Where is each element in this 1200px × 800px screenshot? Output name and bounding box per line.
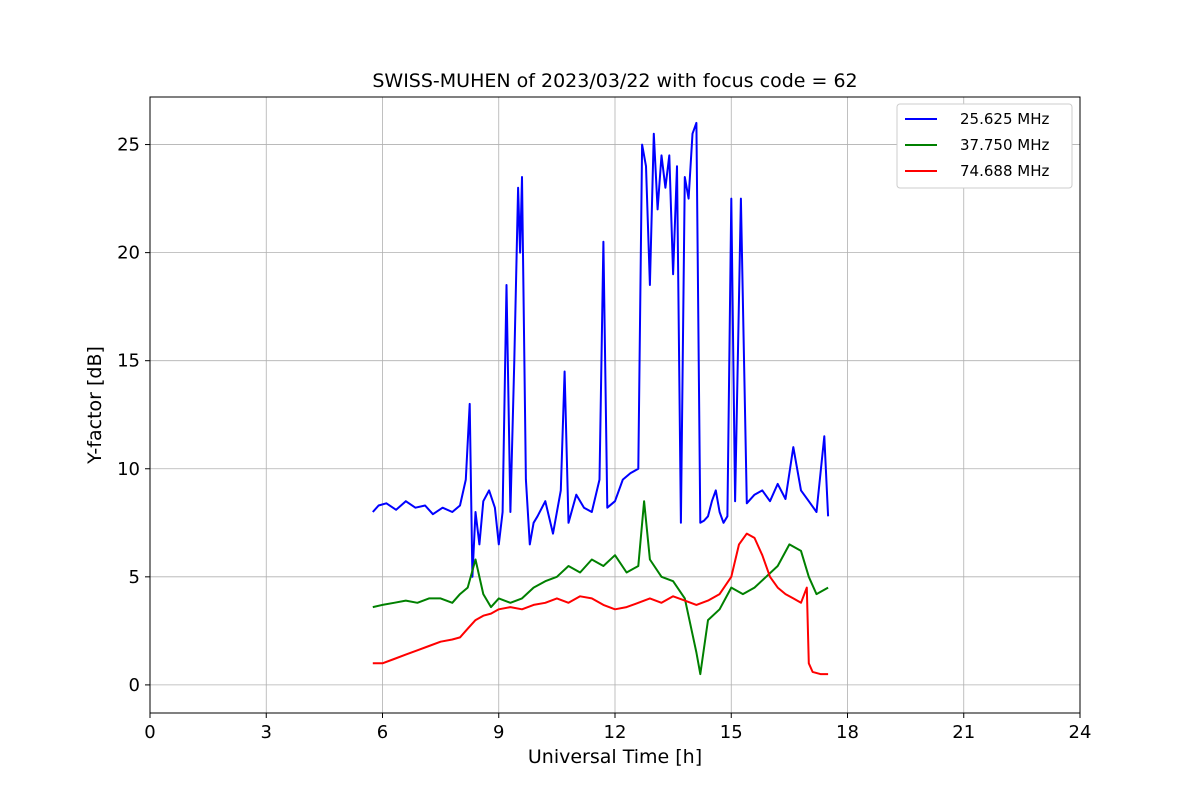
ticks: 0 3 6 9 12 15 18 21 24 0 5 10 15 20 25: [117, 135, 1091, 743]
x-tick-label: 24: [1069, 722, 1092, 743]
series-line-1: [372, 121, 830, 578]
y-tick-label: 5: [129, 567, 140, 588]
y-tick-label: 20: [117, 243, 140, 264]
legend-label: 74.688 MHz: [960, 162, 1049, 180]
x-tick-label: 3: [261, 722, 272, 743]
legend-label: 37.750 MHz: [960, 136, 1049, 154]
y-axis-label: Y-factor [dB]: [84, 346, 106, 465]
series-layer: [372, 121, 830, 676]
legend-box: [896, 103, 1073, 189]
series-line-2: [372, 500, 829, 676]
x-tick-label: 0: [144, 722, 155, 743]
x-tick-label: 15: [720, 722, 743, 743]
x-tick-label: 21: [952, 722, 975, 743]
y-tick-label: 10: [117, 459, 140, 480]
legend-label: 25.625 MHz: [960, 110, 1049, 128]
x-tick-label: 6: [377, 722, 388, 743]
y-tick-label: 0: [129, 675, 140, 696]
x-axis-label: Universal Time [h]: [528, 746, 702, 768]
x-tick-label: 9: [493, 722, 504, 743]
x-tick-label: 18: [836, 722, 859, 743]
series-line-3: [372, 532, 829, 676]
y-tick-label: 15: [117, 351, 140, 372]
legend: 25.625 MHz 37.750 MHz 74.688 MHz: [896, 103, 1073, 189]
y-tick-label: 25: [117, 135, 140, 156]
x-tick-label: 12: [604, 722, 627, 743]
chart-title: SWISS-MUHEN of 2023/03/22 with focus cod…: [372, 70, 857, 92]
